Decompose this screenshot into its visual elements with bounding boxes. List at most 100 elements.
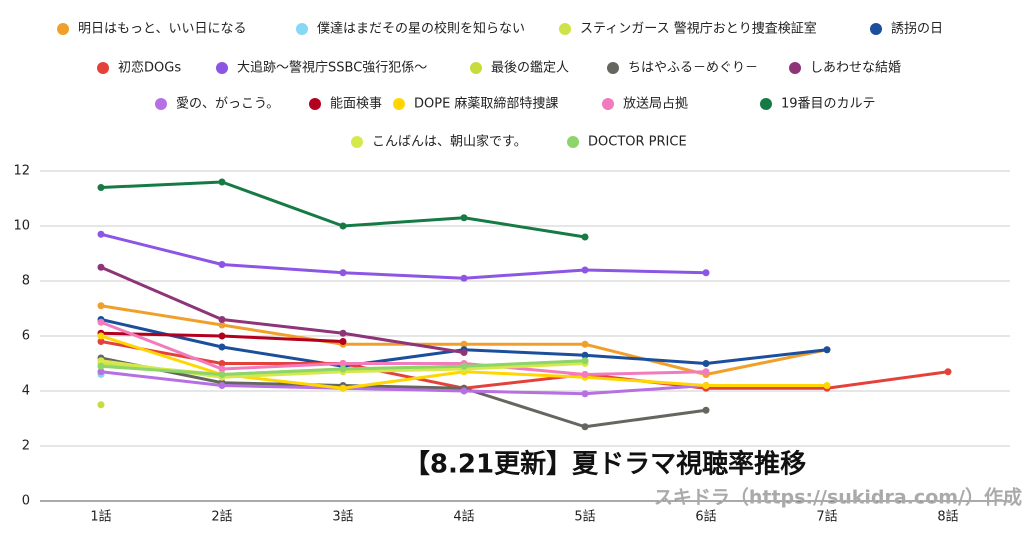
point [702, 360, 710, 367]
point [460, 340, 468, 348]
point [581, 351, 589, 359]
point [339, 329, 347, 337]
point [581, 340, 589, 348]
legend-label: 初恋DOGs [118, 60, 181, 76]
point [823, 346, 831, 354]
point [97, 230, 105, 238]
legend-label: 誘拐の日 [891, 22, 943, 37]
legend-label: しあわせな結婚 [810, 61, 901, 76]
legend-label: こんばんは、朝山家です。 [372, 134, 527, 150]
x-tick-label: 2話 [211, 509, 232, 525]
x-tick-label: 4話 [453, 509, 474, 525]
point [339, 365, 347, 373]
y-tick-label: 0 [22, 494, 30, 509]
point [581, 266, 589, 274]
legend-label: 19番目のカルテ [781, 97, 876, 112]
y-tick-label: 10 [13, 219, 30, 234]
y-tick-label: 6 [22, 329, 30, 344]
point [460, 349, 468, 356]
point [97, 401, 105, 409]
legend-swatch [216, 62, 228, 74]
point [97, 357, 105, 365]
legend-label: 僕達はまだその星の校則を知らない [317, 21, 525, 37]
legend-swatch [57, 23, 69, 35]
legend-swatch [559, 23, 571, 35]
point [581, 233, 589, 241]
legend-swatch [309, 98, 321, 110]
series-line [100, 232, 707, 280]
y-tick-label: 2 [22, 439, 30, 454]
legend-swatch [393, 98, 405, 110]
legend-swatch [296, 23, 308, 35]
point [460, 387, 468, 395]
point [339, 222, 347, 230]
y-tick-label: 4 [22, 384, 30, 399]
legend-swatch [155, 98, 167, 110]
point [581, 357, 589, 365]
point [218, 261, 226, 268]
point [218, 178, 226, 186]
point [218, 321, 226, 329]
point [581, 371, 589, 378]
point [339, 384, 347, 392]
point [702, 269, 710, 277]
point [339, 338, 347, 345]
series-line [100, 265, 465, 354]
series-line [100, 370, 707, 396]
x-tick-label: 8話 [937, 509, 958, 525]
legend-swatch [607, 62, 619, 74]
x-tick-label: 3話 [332, 509, 353, 525]
point [218, 371, 226, 378]
watermark: スキドラ（https://sukidra.com/）作成 [654, 486, 1022, 509]
legend-swatch [789, 62, 801, 74]
point [97, 302, 105, 310]
legend-label: 愛の、がっこう。 [176, 97, 279, 112]
y-tick-label: 8 [22, 274, 30, 289]
point [218, 360, 226, 367]
series-line [100, 320, 707, 376]
point [218, 343, 226, 351]
legend-swatch [870, 23, 882, 35]
series-line [100, 356, 707, 429]
x-tick-label: 6話 [695, 509, 716, 525]
point [823, 382, 831, 389]
legend-swatch [760, 98, 772, 110]
point [944, 368, 952, 376]
point [581, 423, 589, 431]
x-tick-label: 7話 [816, 509, 837, 525]
point [581, 390, 589, 398]
legend-label: 放送局占拠 [623, 97, 688, 112]
point [97, 332, 105, 340]
x-tick-label: 1話 [90, 509, 111, 525]
point [460, 214, 468, 222]
legend-label: 最後の鑑定人 [491, 60, 569, 76]
y-tick-label: 12 [13, 164, 30, 179]
point [702, 382, 710, 389]
point [218, 316, 226, 323]
point [97, 318, 105, 326]
legend-swatch [567, 136, 579, 148]
point [218, 332, 226, 340]
point [702, 406, 710, 414]
legend-swatch [602, 98, 614, 110]
series-line [100, 340, 949, 390]
point [97, 184, 105, 191]
legend-label: スティンガース 警視庁おとり捜査検証室 [580, 21, 817, 37]
point [339, 269, 347, 277]
point [97, 338, 105, 345]
legend-swatch [97, 62, 109, 74]
point [97, 362, 105, 370]
legend-swatch [470, 62, 482, 74]
chart-title: 【8.21更新】夏ドラマ視聴率推移 [404, 449, 806, 480]
point [97, 368, 105, 376]
legend-swatch [351, 136, 363, 148]
x-tick-label: 5話 [574, 509, 595, 525]
point [97, 263, 105, 271]
legend-label: 能面検事 [330, 97, 382, 112]
point [702, 368, 710, 376]
point [460, 362, 468, 370]
legend-label: 大追跡〜警視庁SSBC強行犯係〜 [237, 60, 427, 76]
legend-label: DOCTOR PRICE [588, 135, 687, 150]
point [218, 382, 226, 389]
